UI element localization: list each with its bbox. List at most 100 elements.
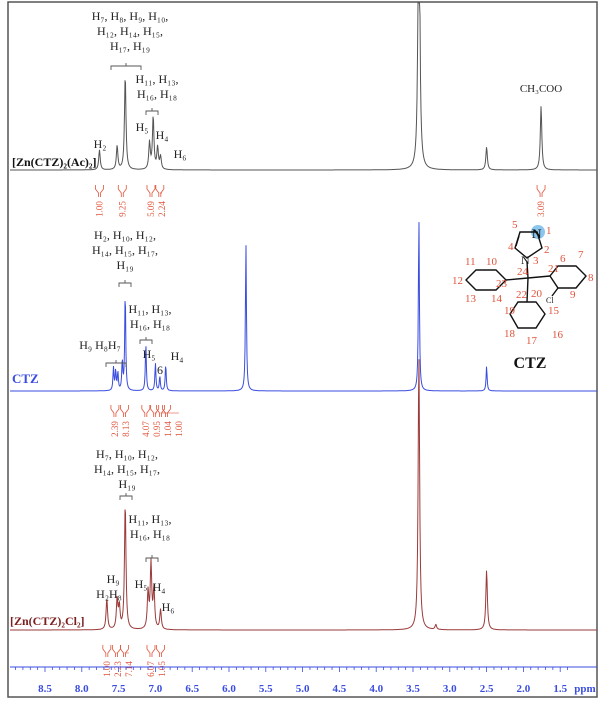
assignment-bracket (139, 337, 153, 344)
integral-value: 9.25 (117, 201, 127, 217)
peak-assignment-label: H₆ (173, 147, 187, 161)
integral-bracket (122, 185, 127, 197)
x-tick-label: 6.5 (185, 683, 199, 695)
peak-assignment-label: H₁₉ (116, 258, 134, 272)
x-tick-label: 4.0 (369, 683, 383, 695)
atom-number: 7 (578, 249, 584, 261)
structure-name: CTZ (514, 355, 547, 372)
x-tick-label: 8.0 (75, 683, 89, 695)
phenyl-left (465, 269, 507, 291)
integral-bracket (141, 405, 146, 417)
peak-assignment-label: H₁₄, H₁₅, H₁₇, (91, 243, 159, 257)
atom-number: 18 (504, 328, 516, 340)
x-tick-label: 2.0 (517, 683, 531, 695)
integral-value: 8.13 (121, 421, 131, 437)
peak-assignment-label: H₄ (152, 580, 166, 594)
peak-assignment-label: H₁₆, H₁₈ (136, 87, 178, 101)
atom-number: 12 (452, 275, 463, 287)
atom-number: 11 (465, 256, 476, 268)
atom-number: 14 (491, 293, 503, 305)
peak-assignment-label: H₁₆, H₁₈ (129, 317, 171, 331)
peak-assignment-label: H₁₇, H₁₉ (109, 39, 151, 53)
integral-bracket (125, 645, 129, 657)
x-tick-label: 4.5 (333, 683, 347, 695)
peak-assignment-label: H₁₉ (118, 477, 136, 491)
peak-assignment-label: H₁₆, H₁₈ (129, 527, 171, 541)
peak-assignment-label: H₅ (134, 577, 148, 591)
integral-value: 2.24 (157, 201, 167, 217)
atom-number: 2 (544, 244, 550, 256)
phenyl-bottom (509, 301, 546, 329)
atom-number: 24 (517, 266, 529, 278)
integral-bracket (150, 405, 155, 417)
integral-bracket (155, 405, 160, 417)
integral-bracket (536, 185, 541, 197)
x-tick-label: 5.0 (296, 683, 310, 695)
peak-assignment-label: H₁₁, H₁₃, (135, 72, 179, 86)
spectrum-line (10, 2, 597, 171)
atom-number: 1 (546, 225, 552, 237)
atom-number: 5 (512, 219, 518, 231)
atom-n3: N (521, 253, 530, 267)
peak-assignment-label: H₁₁, H₁₃, (128, 512, 172, 526)
assignment-bracket (110, 63, 142, 70)
integral-bracket (156, 405, 160, 417)
integral-value: 2.23 (113, 661, 123, 677)
series-label-zn-ac: [Zn(CTZ)₂(Ac)₂] (12, 155, 97, 169)
integral-bracket (95, 185, 99, 197)
integral-value: 3.09 (536, 201, 546, 217)
peak-assignment-label: H₂H₈ (96, 587, 122, 601)
atom-number: 19 (504, 305, 516, 317)
integral-value: 6.07 (146, 661, 156, 677)
spectrum-line (10, 222, 597, 392)
atom-number: 17 (526, 335, 538, 347)
x-axis-label: ppm (574, 683, 595, 695)
integral-value: 5.09 (146, 201, 156, 217)
atom-cl: Cl (546, 296, 554, 305)
integral-bracket (115, 405, 120, 417)
atom-number: 15 (548, 305, 560, 317)
peak-assignment-label: H₆ (161, 600, 175, 614)
integral-bracket (111, 645, 116, 657)
n1-highlight (531, 225, 545, 239)
integral-bracket (151, 185, 156, 197)
integral-bracket (146, 405, 151, 417)
integral-bracket (162, 405, 166, 417)
atom-number: 6 (560, 253, 566, 265)
x-tick-label: 3.5 (406, 683, 420, 695)
assignment-bracket (118, 280, 132, 287)
integral-bracket (541, 185, 546, 197)
integral-bracket (102, 645, 107, 657)
series-label-zn-cl: [Zn(CTZ)₂Cl₂] (10, 614, 85, 628)
atom-number: 9 (570, 289, 576, 301)
assignment-bracket (145, 108, 159, 115)
integral-bracket (160, 185, 165, 197)
peak-assignment-label: H₉ H₈H₇ (79, 338, 121, 352)
peak-assignment-label: H₁₁, H₁₃, (128, 302, 172, 316)
assignment-bracket (105, 360, 127, 367)
x-tick-label: 8.5 (38, 683, 52, 695)
integral-value: 1.05 (157, 661, 167, 677)
integral-value: 0.95 (152, 421, 162, 437)
peak-assignment-label: 6 (157, 363, 163, 377)
integral-bracket (161, 405, 165, 417)
imidazole-ring (514, 231, 543, 259)
x-tick-label: 1.5 (553, 683, 567, 695)
series-label-ctz: CTZ (12, 371, 39, 386)
integral-bracket (110, 405, 115, 417)
assignment-bracket (145, 555, 159, 562)
atom-number: 8 (588, 272, 594, 284)
integral-bracket (156, 645, 160, 657)
integral-bracket (125, 405, 129, 417)
integral-bracket (116, 645, 121, 657)
atom-number: 13 (465, 293, 477, 305)
atom-n1: N (532, 226, 542, 241)
peak-assignment-label: CH₃COO (519, 83, 563, 95)
atom-number: 10 (486, 256, 498, 268)
x-tick-label: 7.5 (112, 683, 126, 695)
peak-assignment-label: H₂ (93, 137, 107, 151)
integral-bracket (146, 185, 151, 197)
peak-assignment-label: H₅ (135, 120, 149, 134)
